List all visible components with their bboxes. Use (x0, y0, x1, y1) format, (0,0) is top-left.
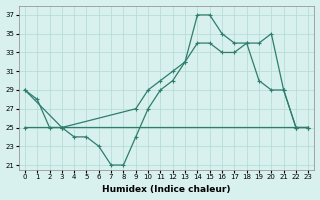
X-axis label: Humidex (Indice chaleur): Humidex (Indice chaleur) (102, 185, 231, 194)
